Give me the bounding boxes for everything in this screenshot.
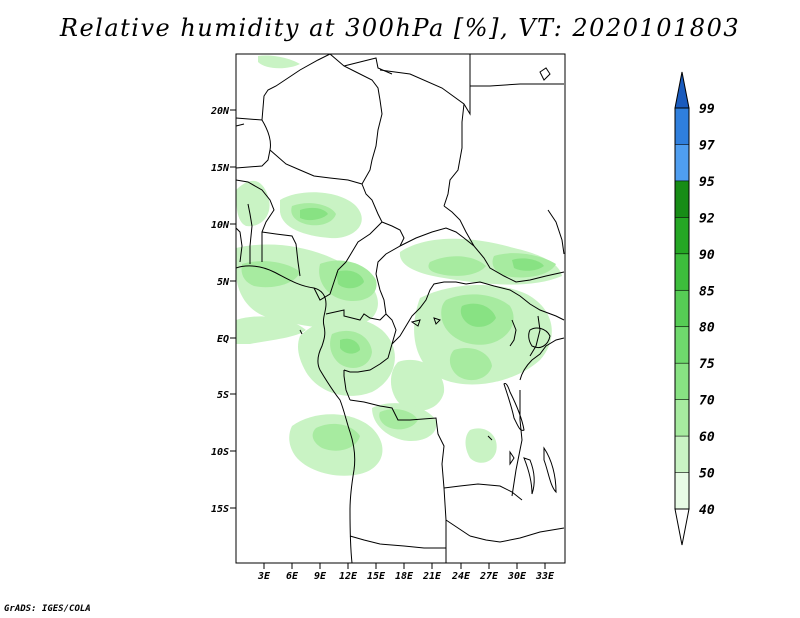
colorbar-segment [675, 436, 689, 473]
lat-label: 15S [211, 504, 229, 515]
colorbar-label: 80 [699, 321, 715, 336]
colorbar-upper-extension [674, 71, 690, 109]
colorbar-segment [675, 108, 689, 145]
colorbar-label: 85 [699, 284, 715, 299]
colorbar-label: 97 [699, 138, 715, 153]
lat-label: 5N [217, 277, 230, 288]
colorbar-segment [675, 399, 689, 437]
lon-label: 30E [507, 571, 527, 582]
colorbar-lower-extension [674, 508, 690, 546]
lon-label: 21E [422, 571, 442, 582]
map-title: Relative humidity at 300hPa [%], VT: 202… [59, 14, 741, 42]
colorbar-segment [675, 180, 689, 218]
grads-credit: GrADS: IGES/COLA [4, 604, 91, 614]
colorbar-segment [675, 363, 689, 400]
lat-label: 10S [211, 447, 229, 458]
lat-label: 20N [210, 106, 230, 117]
colorbar-label: 75 [699, 357, 715, 372]
colorbar-label: 92 [699, 211, 715, 226]
colorbar-label: 60 [699, 430, 715, 445]
lon-label: 18E [395, 571, 414, 582]
country-borders [236, 54, 565, 563]
colorbar: 40 50 60 70 75 80 85 90 92 95 97 99 [674, 71, 715, 546]
colorbar-segment [675, 144, 689, 181]
lat-label: EQ [217, 334, 229, 345]
colorbar-segment [675, 217, 689, 254]
colorbar-segment [675, 253, 689, 291]
lon-label: 27E [479, 571, 499, 582]
colorbar-label: 40 [699, 503, 715, 518]
colorbar-segment [675, 326, 689, 364]
colorbar-label: 90 [699, 248, 715, 263]
colorbar-label: 70 [699, 394, 715, 409]
lat-label: 15N [211, 163, 230, 174]
latitude-axis: 20N 15N 10N 5N EQ 5S 10S 15S [210, 106, 236, 515]
colorbar-label: 99 [699, 102, 715, 117]
lon-label: 15E [367, 571, 386, 582]
lat-label: 10N [211, 220, 230, 231]
colorbar-segment [675, 290, 689, 327]
lon-label: 24E [451, 571, 471, 582]
lon-label: 9E [314, 571, 327, 582]
colorbar-segment [675, 472, 689, 509]
lat-label: 5S [217, 390, 229, 401]
lon-label: 33E [535, 571, 555, 582]
lon-label: 3E [257, 571, 271, 582]
lon-label: 6E [286, 571, 299, 582]
colorbar-label: 50 [699, 467, 715, 482]
longitude-axis: 3E 6E 9E 12E 15E 18E 21E 24E 27E 30E 33E [257, 563, 555, 582]
lon-label: 12E [339, 571, 358, 582]
humidity-shading [236, 55, 562, 476]
map-frame [235, 53, 566, 564]
colorbar-label: 95 [699, 175, 715, 190]
